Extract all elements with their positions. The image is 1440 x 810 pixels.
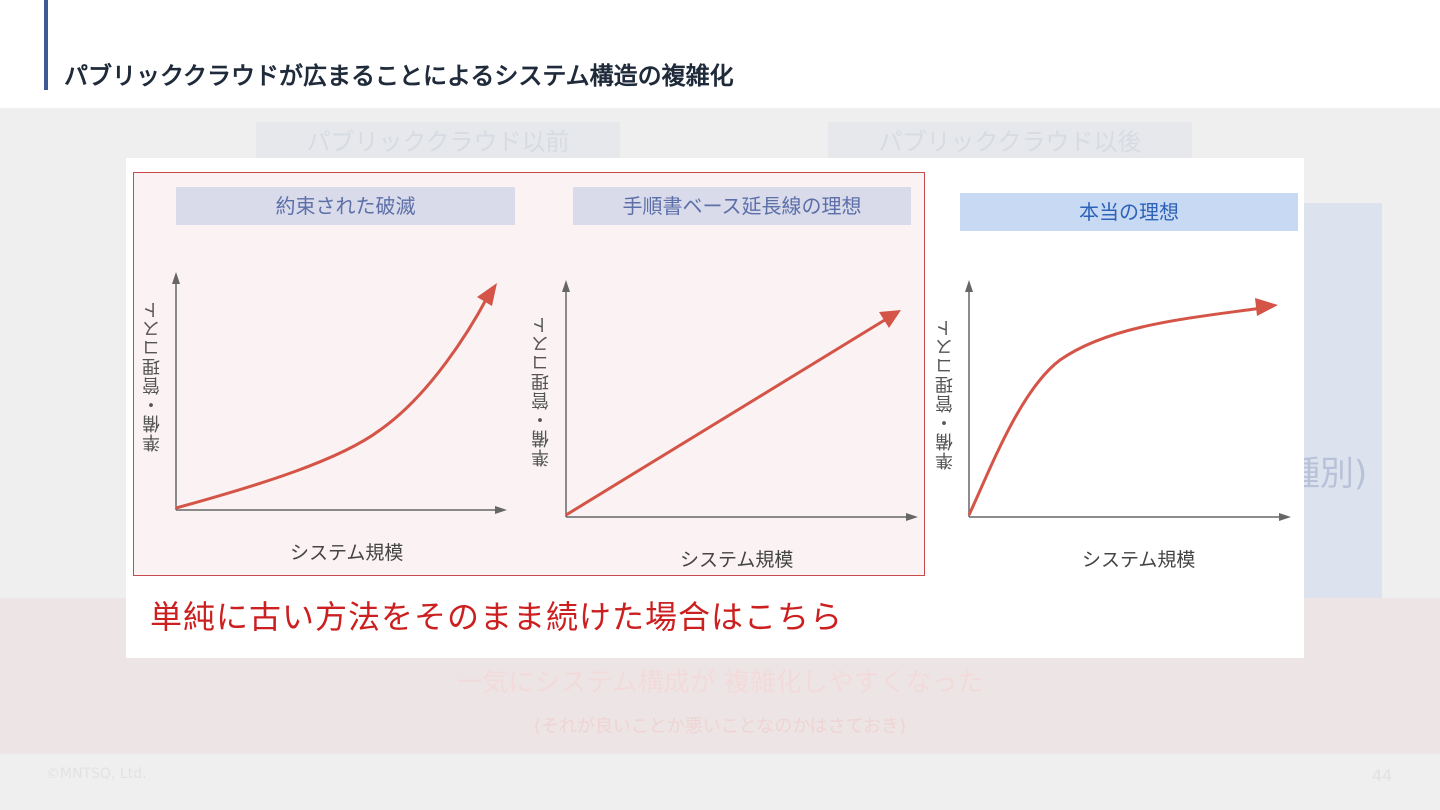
chart1-x-arrowhead [495,506,507,514]
chart1-xlabel: システム規模 [290,542,404,564]
chart1-label: 約束された破滅 [176,187,515,225]
chart3-x-arrowhead [1279,513,1291,521]
chart3-curve-arrowhead [1255,298,1278,316]
title-accent-bar [44,0,48,90]
page-number: 44 [1372,766,1393,785]
chart2-x-arrowhead [906,513,918,521]
footer-copyright: ©MNTSQ, Ltd. [46,766,147,782]
chart1-y-arrowhead [172,272,180,284]
bg-pink-main-text: 一気にシステム構成が 複雑化しやすくなった [456,668,984,698]
highlight-box [133,172,925,576]
chart3-label: 本当の理想 [960,193,1298,231]
chart2-y-arrowhead [562,280,570,292]
chart2-curve-arrowhead [879,310,901,328]
slide-title: パブリッククラウドが広まることによるシステム構造の複雑化 [64,61,734,90]
chart2-label: 手順書ベース延長線の理想 [573,187,911,225]
chart1-curve-arrowhead [477,283,497,306]
bg-tab-before: パブリッククラウド以前 [256,122,620,158]
bg-pink-sub-text: (それが良いことか悪いことなのかはさておき) [533,716,907,737]
chart3-y-arrowhead [965,280,973,292]
chart3-curve [967,306,1263,516]
caption: 単純に古い方法をそのまま続けた場合はこちら [150,598,844,636]
chart3-xlabel: システム規模 [1082,549,1196,571]
chart1-curve [175,295,490,510]
chart2-xlabel: システム規模 [680,549,794,571]
chart2-curve [565,316,889,517]
bg-tab-after: パブリッククラウド以後 [828,122,1192,158]
